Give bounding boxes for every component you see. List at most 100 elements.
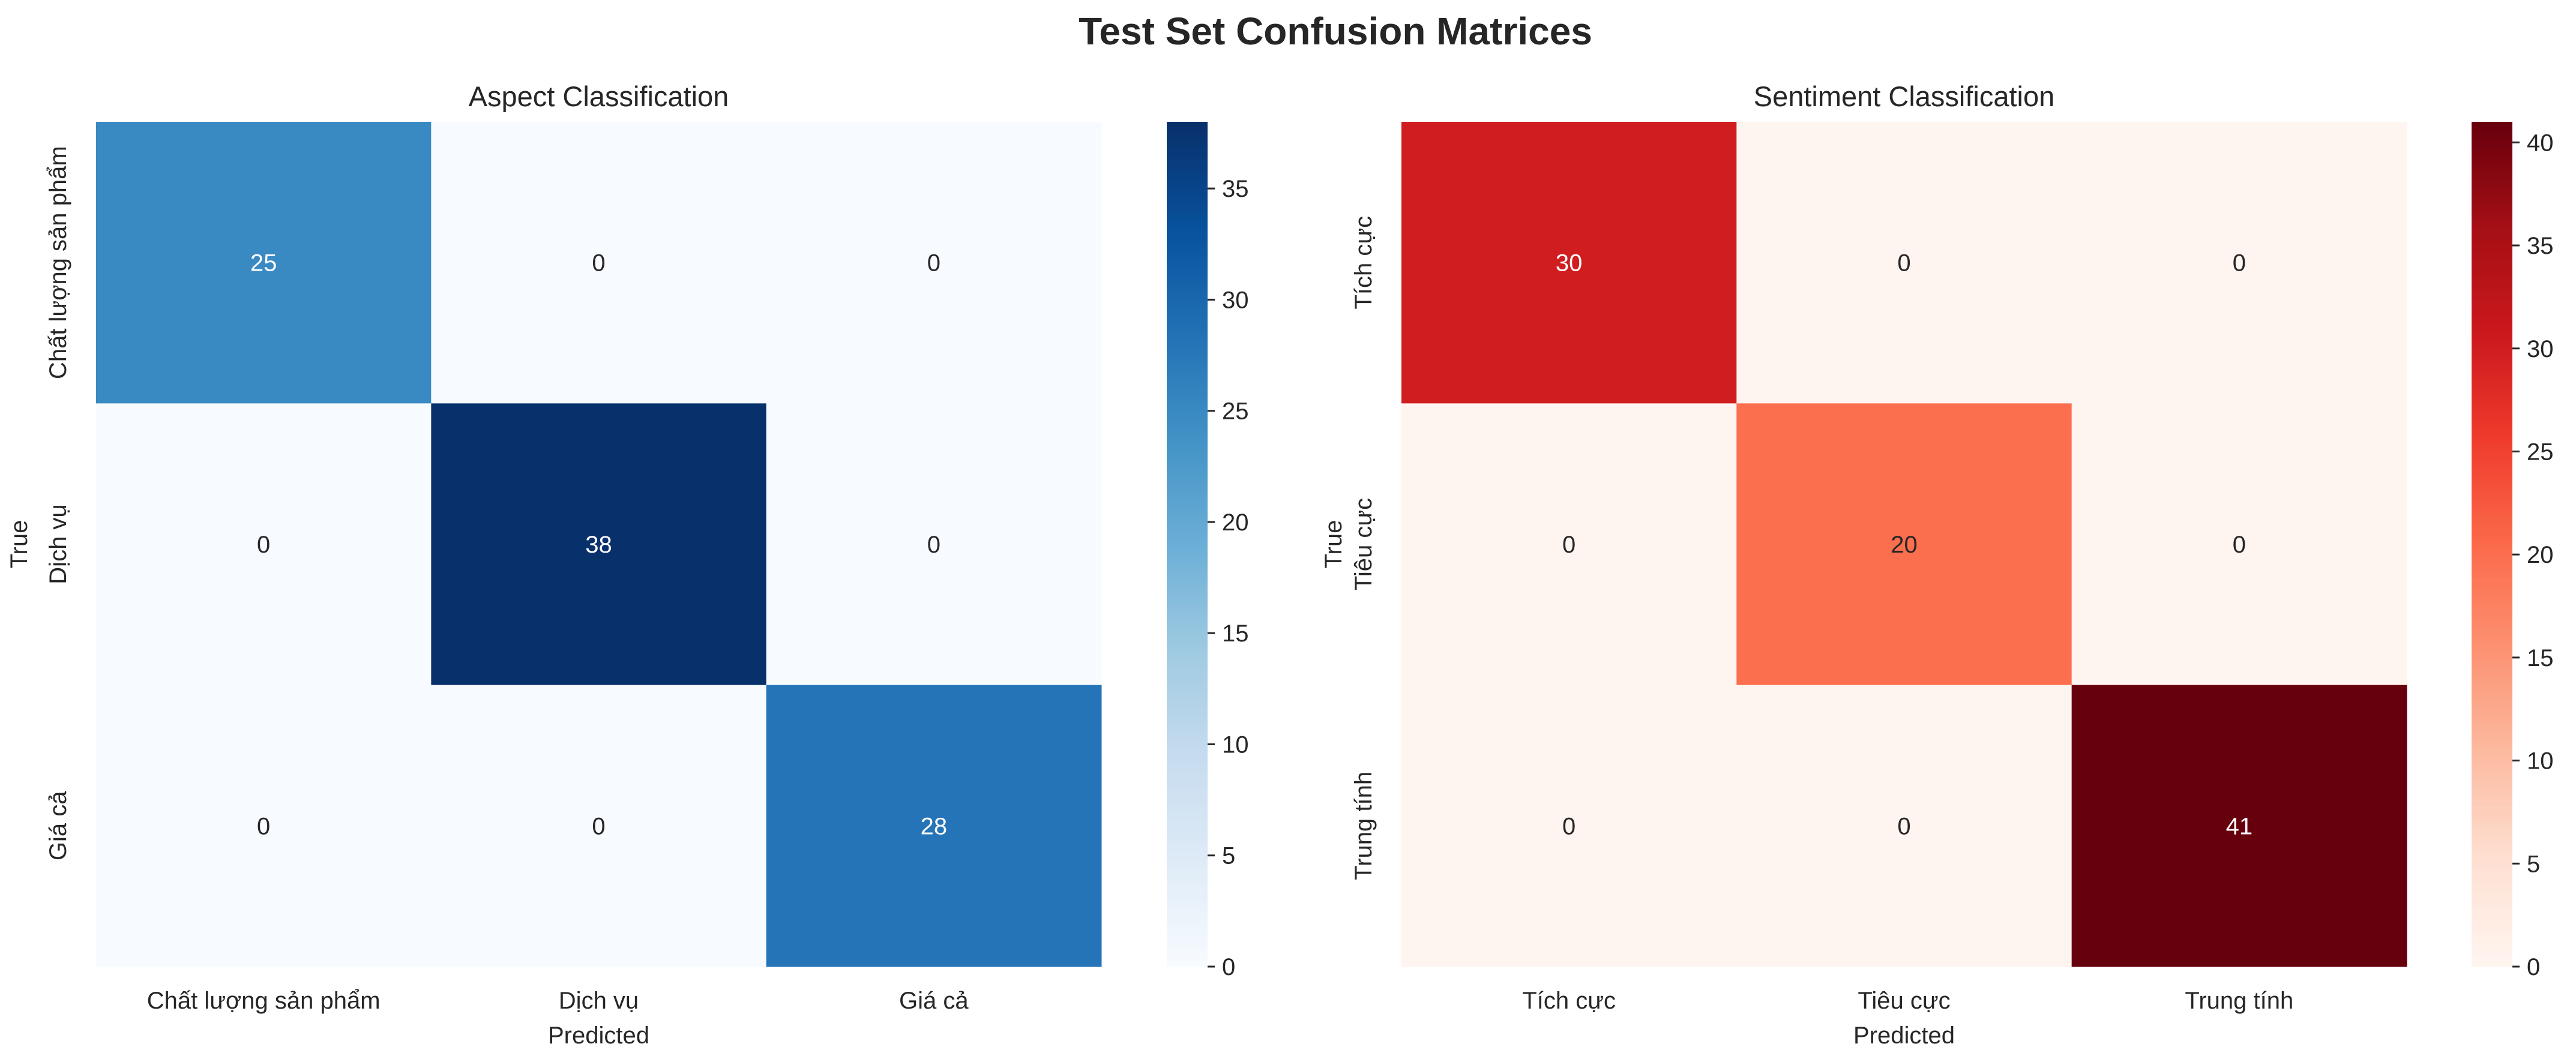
colorbar-segment (1167, 236, 1208, 241)
heatmap-cell (1401, 685, 1737, 967)
colorbar-tick-label: 20 (2527, 542, 2554, 568)
colorbar-segment (1167, 274, 1208, 279)
colorbar-segment (2472, 869, 2512, 874)
colorbar-segment (1167, 704, 1208, 710)
colorbar-segment (1167, 632, 1208, 638)
cell-value-label: 0 (1897, 250, 1910, 277)
colorbar-segment (1167, 282, 1208, 287)
colorbar-segment (2472, 611, 2512, 617)
colorbar-segment (2472, 599, 2512, 604)
heatmap-cell (1736, 122, 2072, 404)
colorbar-segment (1167, 481, 1208, 486)
colorbar-segment (2472, 557, 2512, 562)
colorbar-segment (1167, 776, 1208, 781)
x-axis-label: Predicted (548, 1022, 649, 1049)
colorbar-segment (1167, 848, 1208, 853)
colorbar-segment (2472, 210, 2512, 215)
colorbar-segment (2472, 865, 2512, 870)
colorbar-segment (1167, 856, 1208, 862)
colorbar-segment (2472, 751, 2512, 756)
colorbar-segment (1167, 730, 1208, 735)
colorbar-segment (2472, 193, 2512, 199)
colorbar-segment (1167, 907, 1208, 913)
x-tick-label: Trung tính (2185, 988, 2293, 1014)
colorbar-segment (2472, 497, 2512, 503)
colorbar-segment (2472, 257, 2512, 262)
colorbar-segment (1167, 139, 1208, 143)
colorbar-segment (2472, 645, 2512, 650)
colorbar-segment (2472, 742, 2512, 748)
colorbar-segment (2472, 147, 2512, 152)
colorbar-segment (1167, 409, 1208, 414)
colorbar-segment (2472, 392, 2512, 397)
colorbar-segment (1167, 451, 1208, 456)
y-tick-label: Tích cực (1350, 216, 1377, 310)
colorbar-segment (1167, 333, 1208, 338)
colorbar-segment (1167, 607, 1208, 613)
cell-value-label: 41 (2226, 813, 2253, 839)
colorbar-segment (2472, 417, 2512, 422)
colorbar-segment (1167, 202, 1208, 207)
colorbar-segment (2472, 607, 2512, 613)
colorbar-segment (1167, 383, 1208, 389)
colorbar-segment (1167, 802, 1208, 807)
colorbar-segment (1167, 650, 1208, 655)
colorbar-segment (2472, 367, 2512, 371)
colorbar-segment (2472, 160, 2512, 164)
colorbar-segment (2472, 725, 2512, 731)
colorbar-segment (2472, 574, 2512, 578)
colorbar-segment (2472, 506, 2512, 511)
colorbar-segment (1167, 700, 1208, 706)
colorbar-segment (1167, 421, 1208, 427)
colorbar-segment (1167, 928, 1208, 934)
y-tick-label: Chất lượng sản phẩm (45, 146, 71, 379)
colorbar-segment (1167, 527, 1208, 532)
colorbar-segment (2472, 126, 2512, 131)
chart-title: Sentiment Classification (1754, 80, 2055, 112)
colorbar-segment (1167, 895, 1208, 899)
colorbar-segment (1167, 472, 1208, 477)
colorbar-segment (2472, 164, 2512, 169)
x-tick-label: Chất lượng sản phẩm (147, 988, 381, 1014)
colorbar-segment (1167, 443, 1208, 448)
colorbar-segment (2472, 814, 2512, 820)
colorbar-segment (1167, 831, 1208, 836)
colorbar-segment (1167, 430, 1208, 435)
colorbar-segment (2472, 350, 2512, 355)
colorbar-segment (2472, 667, 2512, 671)
cell-value-label: 30 (1556, 250, 1583, 277)
colorbar-tick-label: 30 (1222, 287, 1249, 313)
cell-value-label: 0 (592, 813, 605, 839)
colorbar-segment (2472, 261, 2512, 266)
figure-title: Test Set Confusion Matrices (1079, 10, 1592, 53)
colorbar-segment (2472, 662, 2512, 667)
colorbar-segment (2472, 565, 2512, 570)
colorbar-segment (1167, 903, 1208, 908)
colorbar-segment (2472, 388, 2512, 393)
colorbar-segment (1167, 945, 1208, 950)
colorbar-segment (1167, 658, 1208, 663)
colorbar-tick-label: 20 (1222, 509, 1249, 536)
colorbar-segment (1167, 392, 1208, 397)
colorbar-segment (1167, 667, 1208, 671)
colorbar-segment (2472, 895, 2512, 899)
colorbar-segment (2472, 316, 2512, 321)
colorbar-segment (2472, 409, 2512, 414)
colorbar-segment (2472, 354, 2512, 359)
colorbar-segment (2472, 768, 2512, 773)
x-tick-label: Dịch vụ (559, 988, 639, 1014)
colorbar-segment (2472, 476, 2512, 481)
colorbar-segment (2472, 595, 2512, 600)
cell-value-label: 0 (257, 532, 270, 558)
colorbar-segment (1167, 523, 1208, 528)
colorbar-segment (1167, 869, 1208, 874)
colorbar-segment (1167, 886, 1208, 891)
x-axis-label: Predicted (1853, 1022, 1955, 1049)
colorbar-segment (2472, 590, 2512, 596)
colorbar-segment (2472, 362, 2512, 367)
colorbar-segment (2472, 358, 2512, 363)
colorbar-segment (2472, 844, 2512, 849)
colorbar-segment (1167, 544, 1208, 549)
colorbar-segment (1167, 510, 1208, 515)
colorbar-segment (2472, 236, 2512, 241)
